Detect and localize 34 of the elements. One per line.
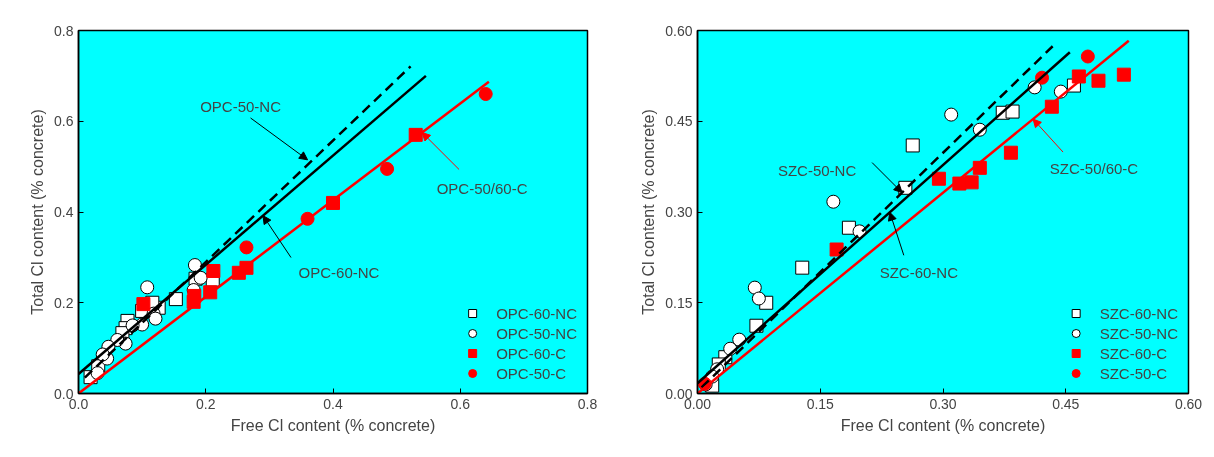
annotation: OPC-50/60-C [436,180,528,198]
y-tick-label: 0.45 [665,113,693,130]
y-tick-label: 0.30 [665,204,693,220]
y-tick-label: 0.6 [54,113,74,130]
y-tick-label: 0.60 [665,22,693,39]
legend-label: OPC-60-NC [496,304,577,322]
x-tick-label: 0.2 [196,395,216,412]
x-tick-label: 0.45 [1052,395,1080,412]
x-axis-title: Free Cl content (% concrete) [840,416,1046,434]
x-tick-label: 0.15 [806,395,835,412]
legend-label: OPC-50-NC [496,324,577,342]
x-tick-label: 0.30 [929,395,957,412]
legend-label: SZC-60-C [1099,344,1168,362]
x-tick-label: 0.60 [1174,395,1203,412]
y-tick-label: 0.15 [665,294,693,311]
legend-label: OPC-50-C [496,364,567,382]
y-tick-label: 0.8 [54,22,74,39]
annotation: SZC-50-NC [777,162,857,180]
y-tick-label: 0.2 [54,294,74,311]
y-axis-title: Total Cl content (% concrete) [640,109,658,315]
annotation: OPC-50-NC [200,97,282,115]
x-tick-label: 0.4 [323,395,343,412]
legend-label: SZC-60-NC [1099,304,1178,322]
x-axis-title: Free Cl content (% concrete) [230,416,436,434]
annotation: OPC-60-NC [298,263,380,281]
y-tick-label: 0.4 [54,204,74,220]
y-axis-title: Total Cl content (% concrete) [29,109,47,315]
x-tick-label: 0.8 [577,395,598,412]
legend-label: OPC-60-C [496,344,567,362]
annotation: SZC-50/60-C [1049,159,1139,177]
x-tick-label: 0.6 [450,395,471,412]
annotation: SZC-60-NC [879,263,959,281]
legend-label: SZC-50-C [1099,364,1168,382]
legend-label: SZC-50-NC [1099,324,1178,342]
